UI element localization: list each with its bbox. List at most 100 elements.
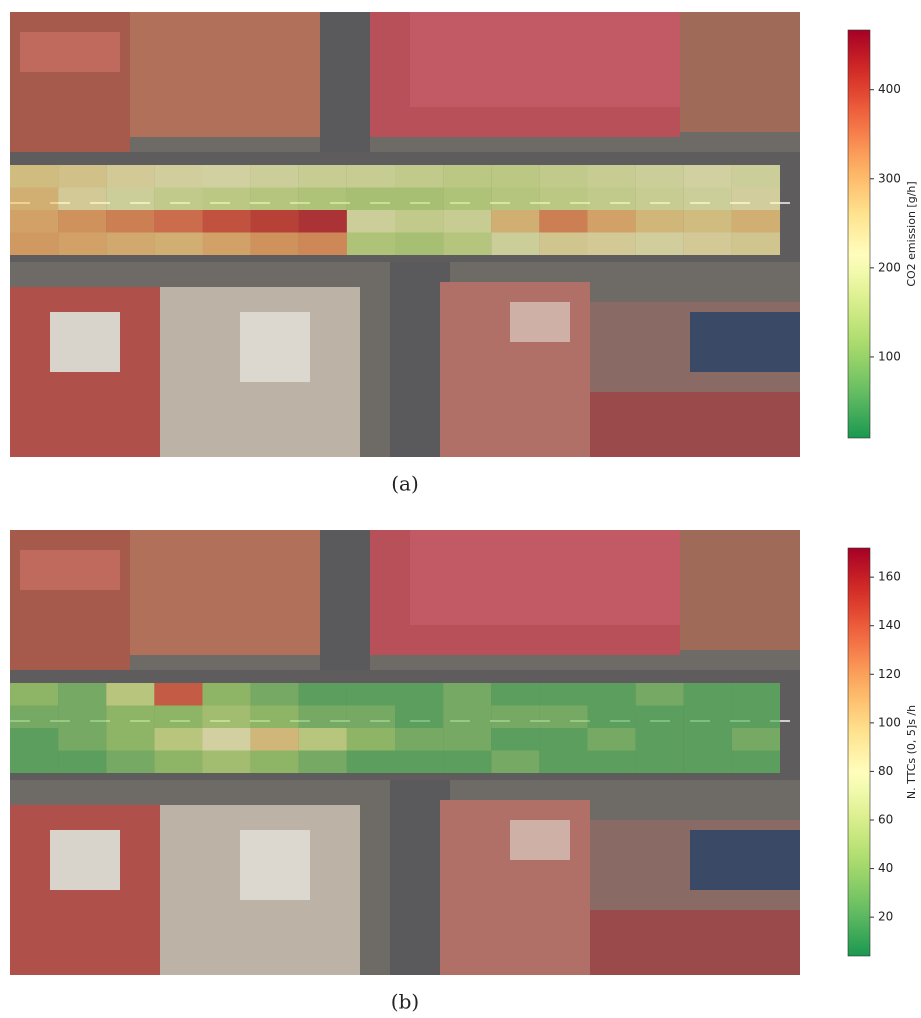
heatmap-cell xyxy=(10,728,59,751)
heatmap-cell xyxy=(539,683,588,706)
heatmap-cell xyxy=(10,187,59,210)
heatmap-cell xyxy=(443,728,492,751)
heatmap-cell xyxy=(491,750,540,773)
heatmap-cell xyxy=(202,683,251,706)
building xyxy=(590,392,800,457)
heatmap-cell xyxy=(443,187,492,210)
heatmap-cell xyxy=(539,232,588,255)
heatmap-cell xyxy=(58,683,107,706)
heatmap-cell xyxy=(635,165,684,188)
heatmap-cell xyxy=(635,728,684,751)
solar-panel xyxy=(690,312,800,372)
heatmap-cell xyxy=(106,165,155,188)
heatmap-cell xyxy=(539,187,588,210)
heatmap-cell xyxy=(731,728,780,751)
building xyxy=(590,910,800,975)
heatmap-cell xyxy=(298,187,347,210)
panel-label: (a) xyxy=(391,472,419,496)
heatmap-cell xyxy=(443,210,492,233)
solar-panel xyxy=(690,830,800,890)
heatmap-cell xyxy=(587,210,636,233)
heatmap-cell xyxy=(491,705,540,728)
colorbar-tick-label: 120 xyxy=(878,667,901,681)
heatmap-cell xyxy=(587,187,636,210)
heatmap-cell xyxy=(346,210,395,233)
building xyxy=(510,302,570,342)
heatmap-cell xyxy=(587,165,636,188)
heatmap-cell xyxy=(250,728,299,751)
heatmap-cell xyxy=(346,232,395,255)
colorbar-tick-label: 200 xyxy=(878,260,901,274)
colorbar-tick-label: 100 xyxy=(878,349,901,363)
heatmap-cell xyxy=(491,232,540,255)
heatmap-cell xyxy=(587,705,636,728)
heatmap-cell xyxy=(58,187,107,210)
building xyxy=(680,12,800,132)
heatmap-cell xyxy=(202,705,251,728)
heatmap-cell xyxy=(635,683,684,706)
heatmap-cell xyxy=(298,728,347,751)
heatmap-cell xyxy=(202,232,251,255)
heatmap-cell xyxy=(395,165,444,188)
heatmap-cell xyxy=(731,210,780,233)
heatmap-cell xyxy=(731,705,780,728)
road xyxy=(320,12,370,152)
heatmap-cell xyxy=(731,750,780,773)
heatmap-cell xyxy=(539,705,588,728)
colorbar-tick-label: 160 xyxy=(878,570,901,584)
heatmap-cell xyxy=(58,728,107,751)
heatmap-cell xyxy=(491,210,540,233)
heatmap-cell xyxy=(731,165,780,188)
heatmap-cell xyxy=(443,750,492,773)
heatmap-cell xyxy=(250,232,299,255)
heatmap-cell xyxy=(250,705,299,728)
heatmap-cell xyxy=(298,705,347,728)
building xyxy=(20,550,120,590)
heatmap-cell xyxy=(395,187,444,210)
heatmap-cell xyxy=(58,705,107,728)
heatmap-cell xyxy=(298,210,347,233)
heatmap-cell xyxy=(106,705,155,728)
colorbar xyxy=(847,29,871,439)
heatmap-cell xyxy=(10,683,59,706)
heatmap-cell xyxy=(154,728,203,751)
heatmap-cell xyxy=(202,187,251,210)
heatmap-cell xyxy=(106,232,155,255)
heatmap-cell xyxy=(587,683,636,706)
heatmap-cell xyxy=(683,187,732,210)
heatmap-cell xyxy=(635,210,684,233)
heatmap-cell xyxy=(58,210,107,233)
heatmap-cell xyxy=(346,187,395,210)
heatmap-cell xyxy=(443,165,492,188)
building xyxy=(510,820,570,860)
road xyxy=(320,530,370,670)
heatmap-cell xyxy=(10,705,59,728)
heatmap-cell xyxy=(346,683,395,706)
heatmap-cell xyxy=(443,705,492,728)
heatmap-cell xyxy=(58,750,107,773)
heatmap-cell xyxy=(395,705,444,728)
heatmap-cell xyxy=(587,728,636,751)
building xyxy=(680,530,800,650)
heatmap-cell xyxy=(635,232,684,255)
heatmap-cell xyxy=(587,232,636,255)
heatmap-cell xyxy=(202,165,251,188)
heatmap-cell xyxy=(443,683,492,706)
heatmap-cell xyxy=(298,165,347,188)
heatmap-cell xyxy=(683,728,732,751)
colorbar-tick-label: 140 xyxy=(878,618,901,632)
building xyxy=(240,830,310,900)
heatmap-cell xyxy=(491,683,540,706)
heatmap-cell xyxy=(154,187,203,210)
heatmap-cell xyxy=(10,210,59,233)
building xyxy=(130,12,320,137)
heatmap-cell xyxy=(106,728,155,751)
heatmap-cell xyxy=(202,728,251,751)
heatmap-cell xyxy=(635,750,684,773)
heatmap-cell xyxy=(395,683,444,706)
heatmap-cell xyxy=(395,750,444,773)
heatmap-cell xyxy=(346,705,395,728)
colorbar-label: CO2 emission [g/h] xyxy=(905,181,918,286)
heatmap-cell xyxy=(154,705,203,728)
